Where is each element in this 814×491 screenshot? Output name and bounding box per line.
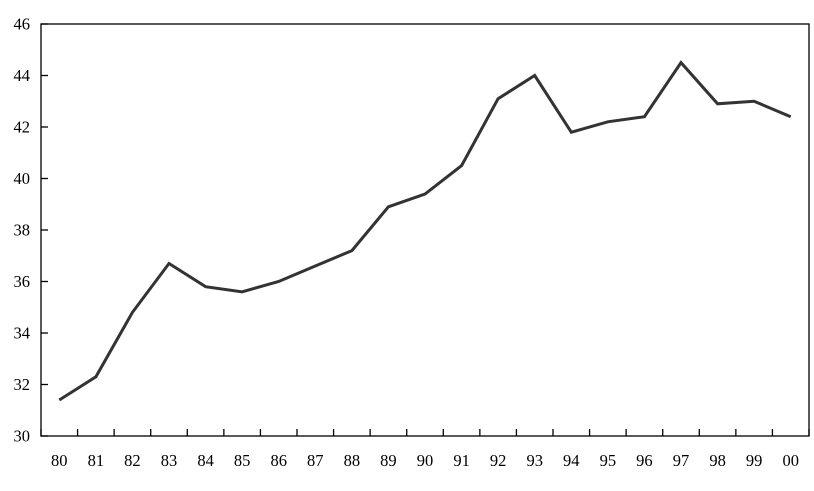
x-axis-label: 89 bbox=[380, 451, 397, 470]
x-axis-label: 80 bbox=[51, 451, 68, 470]
y-axis-label: 36 bbox=[14, 272, 31, 291]
x-axis-label: 91 bbox=[453, 451, 470, 470]
y-axis-label: 38 bbox=[14, 221, 31, 240]
x-axis-label: 94 bbox=[563, 451, 580, 470]
x-axis-label: 00 bbox=[782, 451, 799, 470]
x-axis-label: 93 bbox=[526, 451, 543, 470]
x-axis-label: 96 bbox=[636, 451, 653, 470]
x-axis-label: 81 bbox=[88, 451, 105, 470]
x-axis-label: 83 bbox=[161, 451, 178, 470]
x-axis-label: 87 bbox=[307, 451, 324, 470]
y-axis-label: 42 bbox=[14, 118, 31, 137]
y-axis-label: 30 bbox=[14, 427, 31, 446]
x-axis-label: 99 bbox=[746, 451, 763, 470]
x-axis-label: 86 bbox=[270, 451, 287, 470]
x-axis-label: 82 bbox=[124, 451, 141, 470]
y-axis-label: 44 bbox=[14, 66, 31, 85]
x-axis-label: 95 bbox=[600, 451, 617, 470]
x-axis-label: 97 bbox=[673, 451, 690, 470]
x-axis-label: 98 bbox=[709, 451, 726, 470]
y-axis-label: 32 bbox=[14, 375, 31, 394]
x-axis-label: 85 bbox=[234, 451, 251, 470]
x-axis-label: 90 bbox=[417, 451, 434, 470]
x-axis-label: 84 bbox=[197, 451, 214, 470]
y-axis-label: 46 bbox=[14, 15, 31, 34]
data-series-line bbox=[58, 60, 792, 402]
x-axis-label: 88 bbox=[344, 451, 361, 470]
y-axis-label: 40 bbox=[14, 169, 31, 188]
x-axis-label: 92 bbox=[490, 451, 507, 470]
y-axis-label: 34 bbox=[14, 324, 31, 343]
